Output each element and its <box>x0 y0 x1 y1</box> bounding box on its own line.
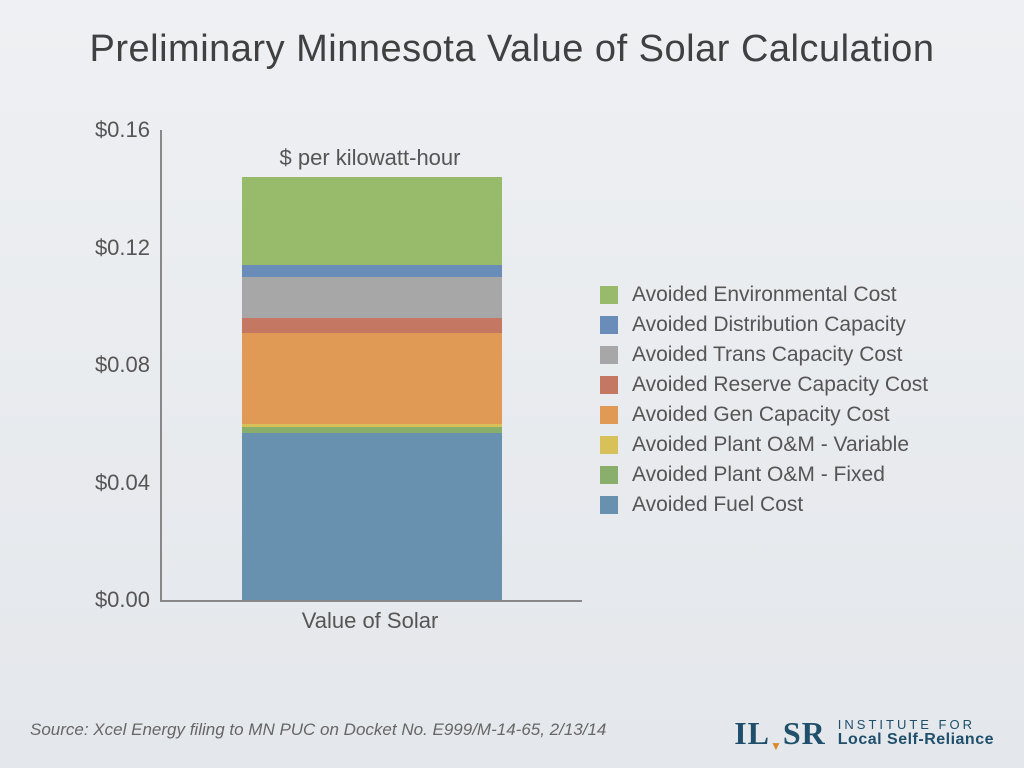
legend-label: Avoided Plant O&M - Fixed <box>632 463 885 487</box>
y-tick-label: $0.00 <box>80 587 150 613</box>
y-tick-label: $0.04 <box>80 470 150 496</box>
legend-label: Avoided Gen Capacity Cost <box>632 403 890 427</box>
logo-mark-text: R <box>802 715 826 751</box>
unit-label: $ per kilowatt-hour <box>240 145 500 171</box>
plot-area <box>160 130 582 602</box>
logo-mark-text: L <box>748 715 770 751</box>
stacked-bar <box>242 177 502 600</box>
legend-item: Avoided Gen Capacity Cost <box>600 400 1000 430</box>
legend-label: Avoided Reserve Capacity Cost <box>632 373 928 397</box>
legend-item: Avoided Environmental Cost <box>600 280 1000 310</box>
y-tick-label: $0.08 <box>80 352 150 378</box>
bar-segment-avoided_environmental_cost <box>242 177 502 265</box>
legend-swatch <box>600 436 618 454</box>
bar-segment-avoided_reserve_capacity <box>242 318 502 333</box>
logo: IL▼SR INSTITUTE FOR Local Self-Reliance <box>734 715 994 752</box>
logo-accent-icon: ▼ <box>770 739 783 753</box>
source-citation: Source: Xcel Energy filing to MN PUC on … <box>30 720 606 740</box>
bar-segment-avoided_gen_capacity_cost <box>242 333 502 424</box>
y-tick-label: $0.16 <box>80 117 150 143</box>
legend-swatch <box>600 466 618 484</box>
legend-item: Avoided Plant O&M - Fixed <box>600 460 1000 490</box>
bar-segment-avoided_fuel_cost <box>242 433 502 600</box>
x-category-label: Value of Solar <box>240 608 500 634</box>
chart: $0.00$0.04$0.08$0.12$0.16 $ per kilowatt… <box>80 130 580 630</box>
bar-segment-avoided_distribution_cap <box>242 265 502 277</box>
page-title: Preliminary Minnesota Value of Solar Cal… <box>0 28 1024 71</box>
legend-item: Avoided Trans Capacity Cost <box>600 340 1000 370</box>
bar-segment-avoided_trans_capacity_cost <box>242 277 502 318</box>
slide: Preliminary Minnesota Value of Solar Cal… <box>0 0 1024 768</box>
legend-label: Avoided Trans Capacity Cost <box>632 343 902 367</box>
logo-line1: INSTITUTE FOR <box>838 718 994 732</box>
legend-swatch <box>600 346 618 364</box>
legend-swatch <box>600 496 618 514</box>
legend-label: Avoided Distribution Capacity <box>632 313 906 337</box>
legend-item: Avoided Fuel Cost <box>600 490 1000 520</box>
legend-swatch <box>600 316 618 334</box>
logo-line2: Local Self-Reliance <box>838 732 994 749</box>
logo-mark-text: I <box>734 715 747 751</box>
legend-item: Avoided Plant O&M - Variable <box>600 430 1000 460</box>
y-tick-label: $0.12 <box>80 235 150 261</box>
bar-segment-avoided_plant_om_fixed <box>242 427 502 433</box>
legend-swatch <box>600 376 618 394</box>
logo-mark: IL▼SR <box>734 715 826 752</box>
legend-swatch <box>600 286 618 304</box>
bar-segment-avoided_plant_om_variable <box>242 424 502 427</box>
legend-label: Avoided Plant O&M - Variable <box>632 433 909 457</box>
legend-swatch <box>600 406 618 424</box>
legend-item: Avoided Distribution Capacity <box>600 310 1000 340</box>
legend: Avoided Environmental Cost Avoided Distri… <box>600 280 1000 520</box>
legend-label: Avoided Fuel Cost <box>632 493 803 517</box>
legend-label: Avoided Environmental Cost <box>632 283 897 307</box>
legend-item: Avoided Reserve Capacity Cost <box>600 370 1000 400</box>
logo-text: INSTITUTE FOR Local Self-Reliance <box>838 718 994 748</box>
logo-mark-text: S <box>783 715 802 751</box>
